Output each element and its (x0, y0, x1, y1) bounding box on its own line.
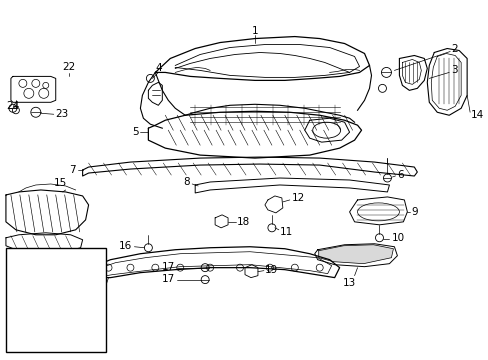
Text: 1: 1 (251, 26, 258, 36)
Text: 8: 8 (183, 177, 190, 187)
Text: 5: 5 (132, 127, 138, 137)
Text: 19: 19 (264, 265, 278, 275)
Text: 17: 17 (162, 262, 175, 272)
Text: 24: 24 (6, 101, 19, 111)
Text: 7: 7 (69, 165, 76, 175)
Text: 20: 20 (6, 250, 19, 260)
Text: 17: 17 (162, 274, 175, 284)
Text: 18: 18 (237, 217, 250, 227)
Text: 21: 21 (94, 288, 107, 298)
Bar (6, 248, 105, 352)
Text: 13: 13 (342, 278, 355, 288)
Text: 3: 3 (450, 66, 457, 76)
Text: 6: 6 (397, 170, 403, 180)
Text: 23: 23 (56, 109, 69, 119)
Text: 15: 15 (54, 178, 67, 188)
Text: 2: 2 (450, 44, 457, 54)
Polygon shape (318, 245, 393, 264)
Text: 11: 11 (279, 227, 292, 237)
Text: 4: 4 (155, 63, 162, 73)
Text: 22: 22 (62, 62, 75, 72)
Text: 10: 10 (390, 233, 404, 243)
Text: 9: 9 (410, 207, 417, 217)
Text: 12: 12 (291, 193, 305, 203)
Text: 16: 16 (119, 241, 132, 251)
Text: 14: 14 (470, 110, 484, 120)
